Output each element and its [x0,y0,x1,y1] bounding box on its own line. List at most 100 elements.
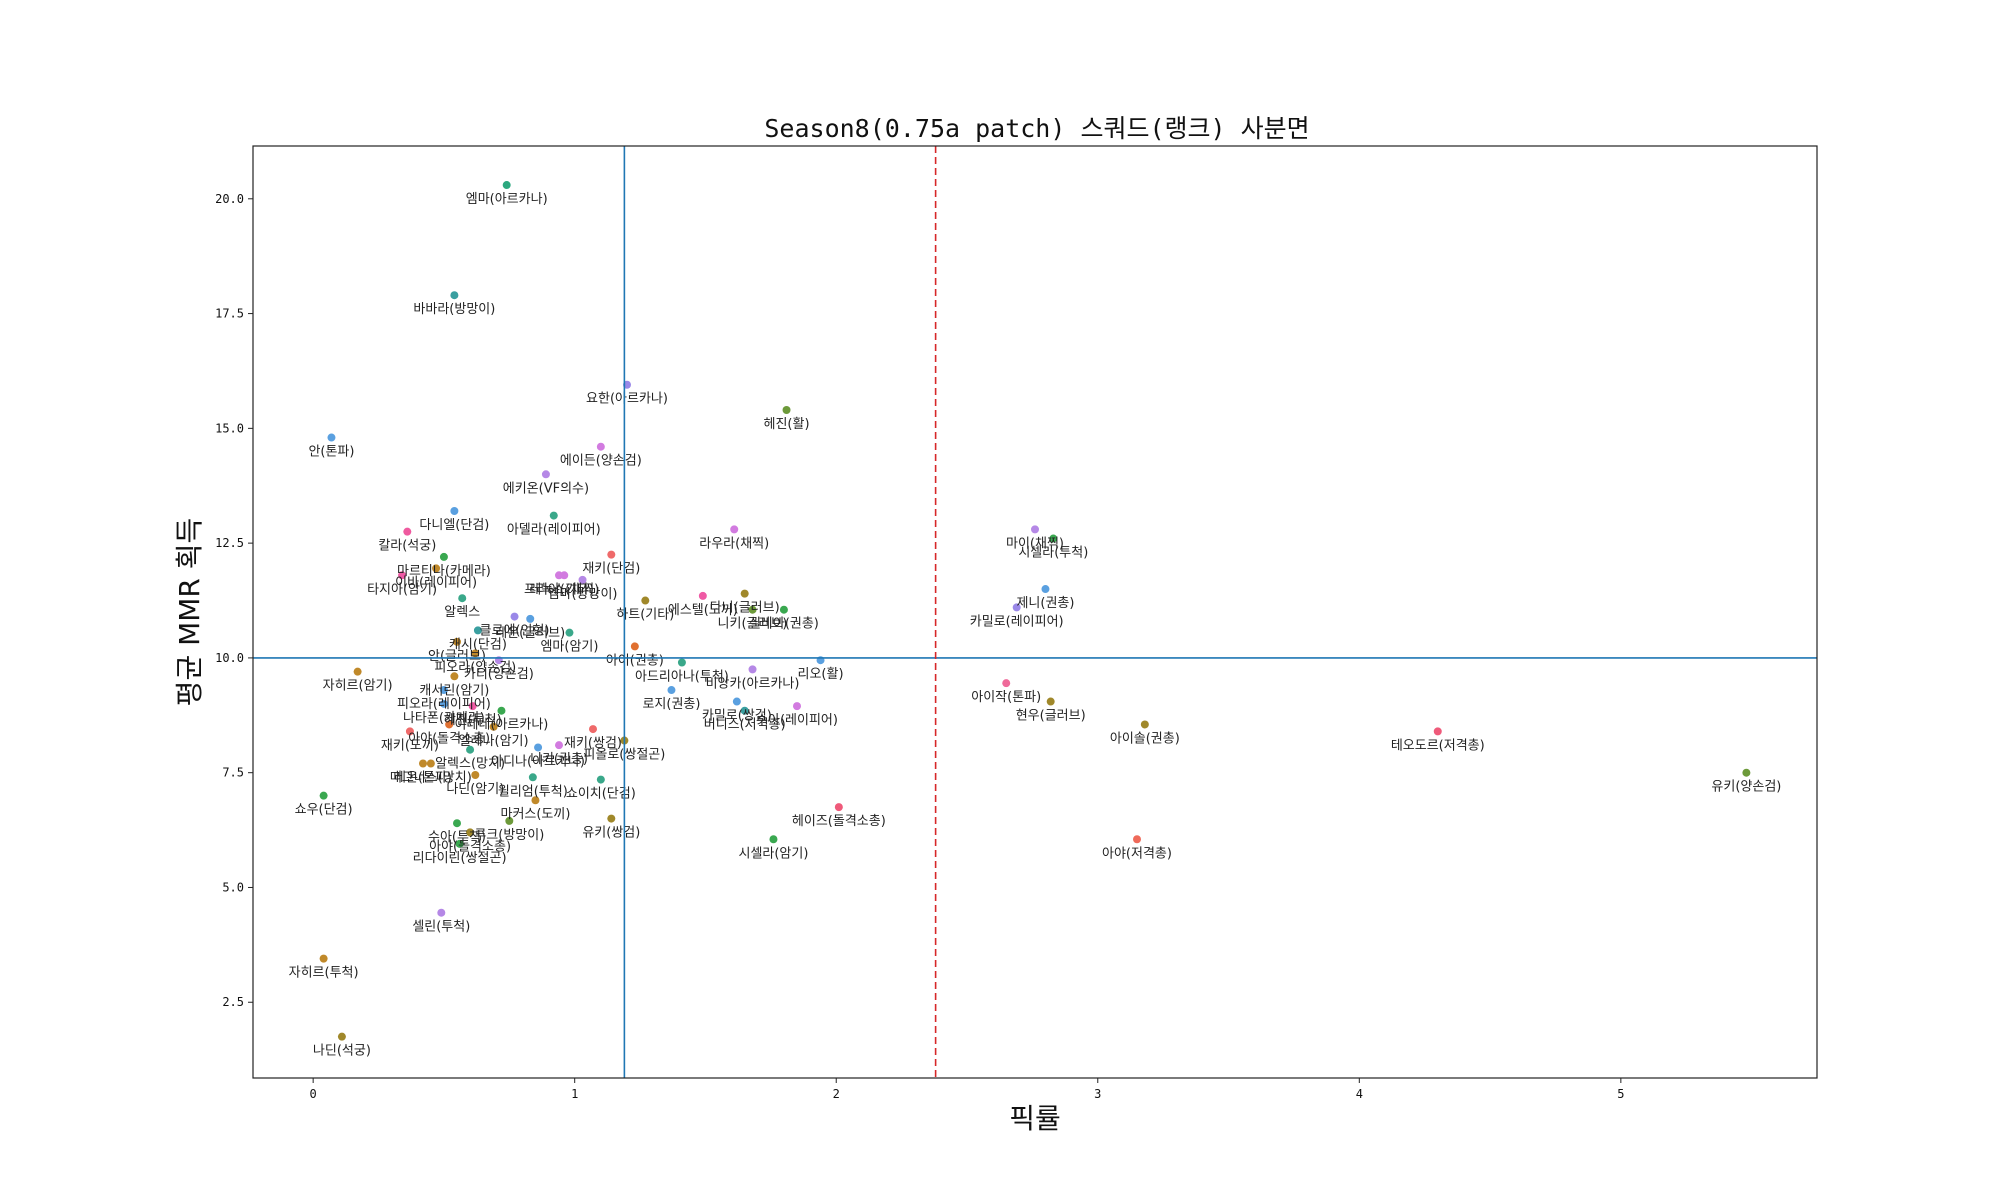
point-label: 재키(쌍검) [564,736,622,751]
scatter-point [578,575,587,584]
scatter-points-layer [319,181,1751,1041]
scatter-point [1133,835,1141,844]
point-label: 마커스(도끼) [500,807,570,822]
point-label: 다니엘(단검) [419,518,489,533]
point-label: 현우(글러브) [1016,709,1086,724]
x-tick-label: 1 [571,1087,578,1101]
point-label: 리오(활) [798,667,844,682]
scatter-point [677,658,686,667]
scatter-point [319,791,328,800]
point-label: 아이작(톤파) [971,690,1041,705]
scatter-point [439,686,448,695]
scatter-point [607,550,616,559]
point-label: 엠마(아르카나) [466,192,548,207]
scatter-point [471,770,480,779]
point-label: 재키(단검) [582,562,640,577]
point-label: 이레네(아르카나) [455,718,549,733]
scatter-point [630,642,639,651]
scatter-point [782,405,791,414]
scatter-point [748,605,757,614]
point-label: 레온(글러브) [495,626,565,641]
y-tick-label: 20.0 [215,192,244,206]
point-labels-layer: 엠마(아르카나) 바바라(방망이) 요한(아르카나) 헤진(활) 안(톤파) 에이든(양손… [289,192,1782,1059]
scatter-point [769,835,778,844]
scatter-point [607,814,616,823]
point-label: 카밀로(레이피어) [970,614,1064,629]
point-label: 아드리아나(투척) [635,670,729,685]
scatter-point [327,433,336,442]
point-label: 로지(권총) [642,697,700,712]
scatter-point [337,1032,346,1041]
scatter-point [505,816,514,825]
scatter-point [1012,603,1021,612]
scatter-point [1002,679,1011,688]
y-axis-ticks: 2.5 5.0 7.5 10.0 12.5 15.0 17.5 20.0 [215,192,253,1009]
scatter-point [473,626,482,635]
scatter-point [793,702,801,711]
point-label: 셀린(투척) [412,920,470,935]
scatter-point [779,605,788,614]
point-label: 프리야(기타) [524,582,594,597]
point-label: 이바(레이피어) [395,575,477,590]
point-label: 에키온(VF의수) [503,481,589,496]
x-axis-label: 픽률 [1009,1102,1061,1135]
point-label: 아이(권총) [606,653,664,668]
point-label: 아야(돌격소총) [408,731,490,746]
x-tick-label: 5 [1617,1087,1624,1101]
y-tick-label: 17.5 [215,307,244,321]
scatter-point [405,727,414,736]
point-label: 아야(저격총) [1102,846,1172,861]
chart-title: Season8(0.75a patch) 스쿼드(랭크) 사분면 [764,114,1309,143]
scatter-point [466,745,475,754]
x-tick-label: 2 [833,1087,840,1101]
scatter-point [589,725,597,734]
scatter-point [834,803,843,812]
point-label: 아디나(아르카나) [491,754,585,769]
scatter-point [353,667,362,676]
point-label: 수아(레이피어) [756,713,838,728]
scatter-point [439,552,448,561]
scatter-point [439,699,448,708]
point-label: 엠마(방망이) [548,587,618,602]
scatter-point [641,596,650,605]
y-tick-label: 7.5 [222,766,244,780]
y-tick-label: 12.5 [215,536,244,550]
scatter-point [466,828,475,837]
point-label: 나타폰(카메라) [403,711,485,726]
scatter-point [1041,585,1050,594]
point-label: 아델라(레이피어) [507,523,601,538]
point-label: 레온(톤파) [394,771,452,786]
x-tick-label: 3 [1094,1087,1101,1101]
reference-lines [253,146,1817,1078]
point-label: 쇼우(단검) [295,803,353,818]
point-label: 리다이린(쌍절곤) [413,851,507,866]
point-label: 수아(투척) [428,830,486,845]
point-label: 쇼이치(단검) [566,787,636,802]
point-label: 루크(방망이) [474,828,544,843]
y-tick-label: 5.0 [222,880,244,894]
scatter-point [419,759,427,768]
point-label: 캐시(단검) [449,637,507,652]
point-label: 에스텔(도끼) [668,603,738,618]
scatter-point [432,564,441,573]
scatter-point [398,571,407,580]
y-tick-label: 10.0 [215,651,244,665]
point-label: 하트(기타) [616,608,674,623]
point-label: 요한(아르카나) [586,392,668,407]
point-label: 비앙카(아르카나) [706,676,800,691]
scatter-point [445,720,454,729]
scatter-point [748,665,757,674]
scatter-point [1046,697,1055,706]
scatter-point [1742,768,1751,777]
point-label: 알렉스(망치) [435,757,505,772]
scatter-point [549,511,558,520]
point-label: 헤이즈(돌격소총) [792,814,886,829]
scatter-point [450,672,459,681]
x-tick-label: 0 [310,1087,317,1101]
scatter-point [502,181,511,190]
point-label: 카밀로(쌍검) [702,709,772,724]
y-axis-label: 평균 MMR 획득 [173,518,206,707]
scatter-point [1049,534,1058,543]
scatter-point [450,506,459,515]
